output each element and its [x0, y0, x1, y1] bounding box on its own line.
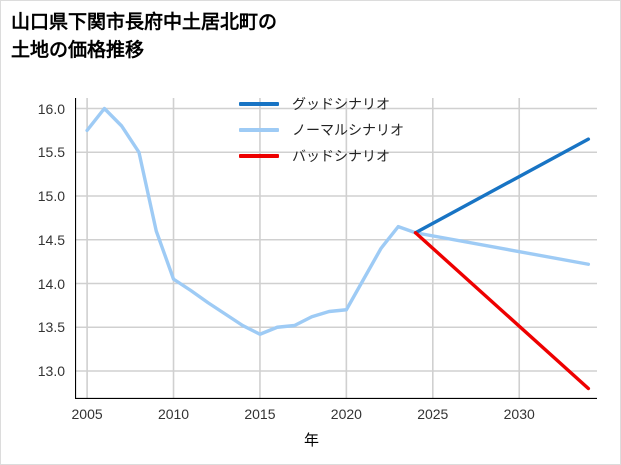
legend-item-good[interactable]: グッドシナリオ [239, 91, 449, 117]
x-tick-label: 2015 [244, 406, 276, 422]
x-tick-label: 2020 [330, 406, 362, 422]
y-tick-label: 15.0 [37, 188, 65, 204]
legend-label-normal: ノーマルシナリオ [292, 122, 404, 138]
data-series-layer [85, 106, 591, 391]
x-tick-label: 2025 [417, 406, 449, 422]
legend-swatch-good [239, 102, 279, 106]
y-tick-label: 13.0 [37, 363, 65, 379]
legend-item-normal[interactable]: ノーマルシナリオ [239, 117, 449, 143]
y-tick-label: 14.5 [37, 231, 65, 248]
y-tick-label: 15.5 [37, 144, 65, 161]
legend-item-bad[interactable]: バッドシナリオ [239, 143, 449, 169]
y-tick-label: 14.0 [37, 275, 65, 292]
chart-legend: グッドシナリオ ノーマルシナリオ バッドシナリオ [239, 91, 449, 169]
x-axis-label: 年 [303, 432, 319, 449]
y-tick-label: 16.0 [37, 100, 65, 117]
legend-swatch-normal [239, 128, 279, 132]
x-tick-label: 2005 [71, 406, 103, 422]
series-line [85, 106, 591, 336]
series-line [413, 137, 591, 235]
legend-swatch-bad [239, 154, 279, 158]
x-tick-label: 2030 [503, 406, 535, 422]
y-tick-label: 13.5 [37, 319, 65, 336]
series-line [413, 231, 591, 391]
legend-label-bad: バッドシナリオ [292, 148, 390, 164]
page-title: 山口県下関市長府中土居北町の 土地の価格推移 [11, 12, 278, 61]
legend-label-good: グッドシナリオ [292, 96, 390, 112]
gridlines [75, 98, 597, 399]
chart-svg [75, 98, 597, 399]
plot-area [75, 98, 597, 399]
x-tick-label: 2010 [157, 406, 190, 422]
